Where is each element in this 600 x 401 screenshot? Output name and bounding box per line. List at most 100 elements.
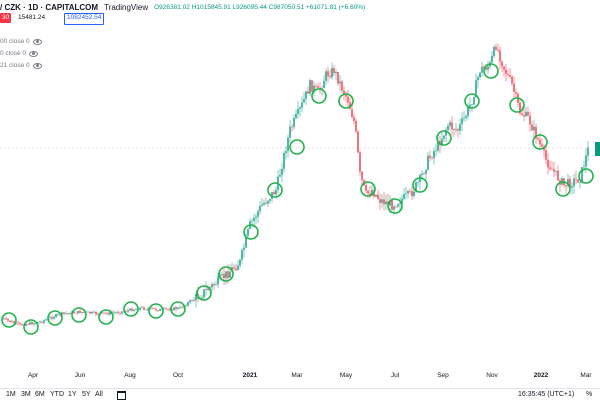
candle-body [493,46,495,56]
bottom-toolbar: 1M 3M 6M YTD 1Y 5Y All 16:35:45 (UTC+1) … [0,388,600,401]
x-tick-label: Mar [291,372,303,379]
candle-body [473,97,475,105]
indicator-row-2[interactable]: 0 close 0 [0,50,39,57]
price-tag-left[interactable]: 30 [0,13,12,23]
range-1y-button[interactable]: 1Y [68,391,77,398]
clock-label[interactable]: 16:35:45 (UTC+1) [518,391,575,398]
candle-body [35,323,37,324]
candle-body [525,111,527,117]
candle-body [93,311,95,313]
candle-body [67,313,69,314]
candle-body [259,205,261,212]
ohlc-readout: O926381.02 H1015845.91 L926095.44 C98705… [154,3,366,11]
candle-body [63,312,65,314]
candle-body [55,314,57,318]
candle-body [83,312,85,313]
percent-toggle[interactable]: % [586,391,593,398]
candle-body [281,168,283,175]
candle-body [421,173,423,176]
candle-body [573,178,575,187]
candle-body [535,126,537,139]
candle-body [393,206,395,210]
candle-body [309,80,311,94]
candle-body [399,203,401,205]
candle-body [367,190,369,194]
eye-icon[interactable] [32,62,42,69]
candle-body [75,313,77,314]
candle-body [269,199,271,201]
candle-body [345,94,347,97]
candle-body [465,116,467,118]
candle-body [385,201,387,205]
candle-body [343,90,345,94]
candle-body [333,68,335,73]
signal-marker [123,301,139,317]
candle-body [247,228,249,236]
candle-body [509,75,511,77]
range-ytd-button[interactable]: YTD [50,391,64,398]
candle-body [173,307,175,311]
eye-icon[interactable] [32,38,42,45]
candle-body [299,107,301,110]
candle-body [65,313,67,314]
candle-body [3,318,5,320]
candle-body [57,313,59,315]
candle-body [119,313,121,314]
signal-marker [360,181,376,197]
candle-body [383,199,385,205]
candle-body [237,265,239,271]
candle-body [459,124,461,131]
range-3m-button[interactable]: 3M [21,391,31,398]
range-6m-button[interactable]: 6M [35,391,45,398]
candle-body [403,194,405,199]
candle-body [225,271,227,279]
candle-body [91,312,93,314]
candle-body [391,200,393,210]
candle-body [491,55,493,63]
candle-body [201,297,203,299]
candle-body [447,125,449,130]
time-axis[interactable]: Apr Jun Aug Oct 2021 Mar May Jul Sep Nov… [0,372,600,384]
candle-body [329,76,331,78]
candle-body [553,169,555,172]
candle-body [189,300,191,303]
candle-body [483,66,485,68]
indicator-row-1[interactable]: 00 close 0 [0,38,42,45]
price-current[interactable]: 1082452.54 [64,13,105,25]
candle-body [527,111,529,116]
brand-label: TradingView [104,2,149,12]
signal-marker [196,285,212,301]
eye-icon[interactable] [29,50,39,57]
candle-body [37,322,39,324]
candle-body [213,284,215,286]
candle-body [31,322,33,325]
candle-body [245,235,247,248]
candle-body [217,276,219,285]
candle-body [319,87,321,89]
candles-group [1,43,589,327]
candle-body [301,102,303,108]
x-tick-label: Apr [27,372,39,379]
range-5y-button[interactable]: 5Y [82,391,91,398]
candle-body [549,167,551,170]
candle-body [171,310,173,311]
candle-body [325,71,327,81]
candle-body [143,307,145,310]
candle-body [497,49,499,51]
candle-body [303,99,305,103]
indicator-row-3[interactable]: 21 close 0 [0,62,42,69]
signal-marker [483,63,499,79]
range-all-button[interactable]: All [95,391,103,398]
calendar-icon[interactable] [117,391,126,400]
candle-body [567,179,569,187]
candle-body [69,313,71,315]
candle-body [415,182,417,192]
signal-marker [148,303,164,319]
range-1m-button[interactable]: 1M [6,391,16,398]
candle-body [181,307,183,308]
candle-body [311,80,313,92]
symbol-label[interactable]: / CZK · 1D · CAPITALCOM [0,2,99,12]
price-chart[interactable] [0,0,600,372]
candle-body [145,309,147,311]
signal-marker [578,168,594,184]
